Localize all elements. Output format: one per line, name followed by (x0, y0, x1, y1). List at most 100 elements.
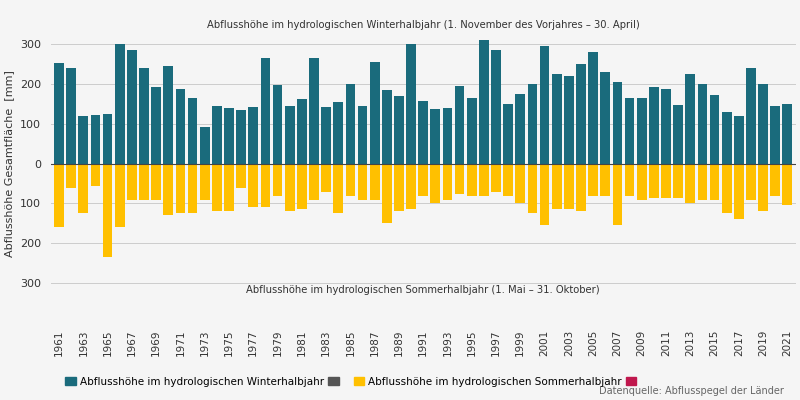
Text: Abflusshöhe im hydrologischen Winterhalbjahr (1. November des Vorjahres – 30. Ap: Abflusshöhe im hydrologischen Winterhalb… (207, 20, 639, 30)
Bar (66, 68, 76, 164)
Bar (661, 89, 671, 164)
Bar (273, 85, 282, 164)
Bar (564, 76, 574, 164)
Bar (394, 96, 404, 164)
Bar (334, 164, 343, 214)
Bar (649, 164, 658, 198)
Bar (418, 164, 428, 196)
Bar (722, 112, 731, 164)
Bar (261, 164, 270, 208)
Bar (503, 104, 513, 164)
Bar (418, 101, 428, 164)
Bar (491, 164, 501, 192)
Bar (224, 108, 234, 164)
Bar (746, 68, 756, 164)
Bar (382, 90, 392, 164)
Bar (576, 164, 586, 212)
Bar (102, 164, 113, 257)
Bar (588, 52, 598, 164)
Bar (224, 164, 234, 212)
Bar (515, 164, 525, 204)
Bar (515, 94, 525, 164)
Text: Abflusshöhe im hydrologischen Sommerhalbjahr (1. Mai – 31. Oktober): Abflusshöhe im hydrologischen Sommerhalb… (246, 285, 600, 295)
Bar (479, 40, 489, 164)
Bar (346, 164, 355, 196)
Bar (698, 84, 707, 164)
Bar (601, 72, 610, 164)
Bar (710, 95, 719, 164)
Bar (467, 164, 477, 196)
Bar (540, 164, 550, 226)
Bar (527, 164, 538, 214)
Bar (175, 89, 186, 164)
Bar (770, 106, 780, 164)
Bar (236, 110, 246, 164)
Bar (309, 58, 319, 164)
Bar (406, 44, 416, 164)
Bar (625, 164, 634, 196)
Bar (406, 164, 416, 210)
Bar (613, 164, 622, 226)
Bar (430, 109, 440, 164)
Bar (637, 98, 646, 164)
Bar (285, 164, 294, 212)
Bar (127, 164, 137, 200)
Bar (139, 164, 149, 200)
Bar (491, 50, 501, 164)
Bar (758, 164, 768, 212)
Bar (102, 114, 113, 164)
Bar (674, 105, 683, 164)
Bar (454, 86, 465, 164)
Bar (66, 164, 76, 188)
Bar (151, 87, 161, 164)
Bar (236, 164, 246, 188)
Bar (467, 98, 477, 164)
Bar (782, 104, 792, 164)
Bar (479, 164, 489, 196)
Bar (358, 106, 367, 164)
Bar (770, 164, 780, 196)
Bar (127, 50, 137, 164)
Bar (758, 84, 768, 164)
Bar (322, 107, 331, 164)
Bar (613, 82, 622, 164)
Y-axis label: Abflusshöhe Gesamtfläche  [mm]: Abflusshöhe Gesamtfläche [mm] (4, 70, 14, 257)
Bar (249, 164, 258, 208)
Bar (637, 164, 646, 200)
Bar (249, 107, 258, 164)
Bar (370, 62, 379, 164)
Bar (297, 100, 306, 164)
Bar (346, 84, 355, 164)
Bar (151, 164, 161, 200)
Bar (552, 74, 562, 164)
Bar (370, 164, 379, 200)
Bar (710, 164, 719, 200)
Bar (394, 164, 404, 212)
Bar (576, 64, 586, 164)
Bar (261, 58, 270, 164)
Bar (297, 164, 306, 210)
Bar (139, 68, 149, 164)
Bar (78, 164, 88, 214)
Bar (163, 164, 173, 216)
Bar (454, 164, 465, 194)
Bar (163, 66, 173, 164)
Bar (90, 115, 100, 164)
Bar (212, 164, 222, 212)
Bar (115, 164, 125, 228)
Bar (212, 106, 222, 164)
Bar (625, 98, 634, 164)
Bar (674, 164, 683, 198)
Bar (686, 164, 695, 204)
Bar (527, 84, 538, 164)
Bar (188, 164, 198, 214)
Bar (698, 164, 707, 200)
Bar (54, 164, 64, 228)
Bar (442, 108, 452, 164)
Bar (54, 63, 64, 164)
Bar (661, 164, 671, 198)
Bar (78, 116, 88, 164)
Text: Datenquelle: Abflusspegel der Länder: Datenquelle: Abflusspegel der Länder (599, 386, 784, 396)
Bar (722, 164, 731, 214)
Bar (540, 46, 550, 164)
